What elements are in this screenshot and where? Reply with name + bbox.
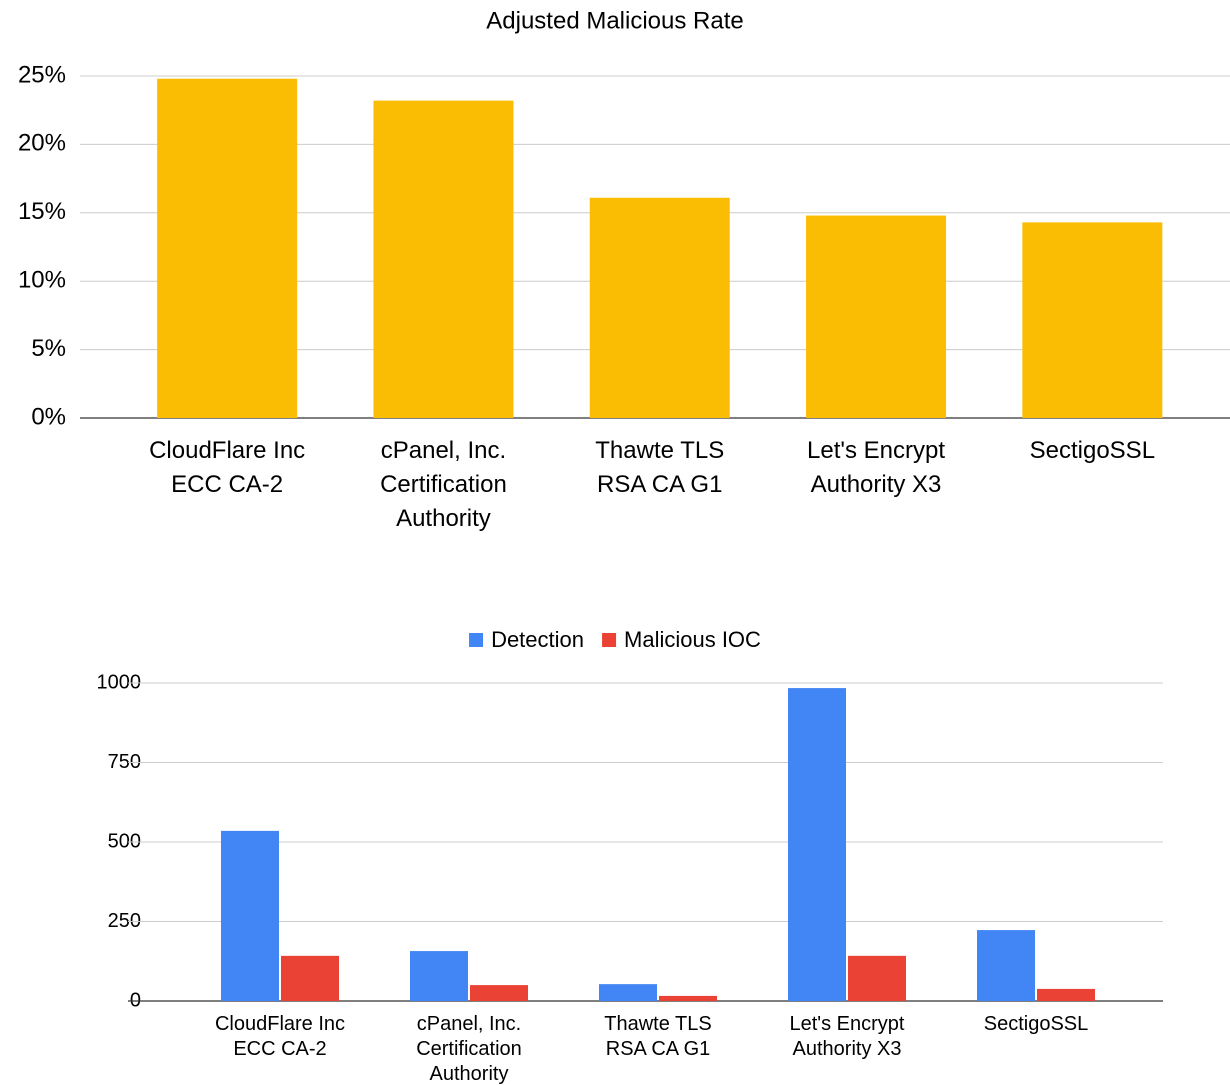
chart-title: Adjusted Malicious Rate (486, 7, 743, 34)
bar (373, 100, 514, 419)
bar (599, 984, 657, 1001)
y-tick-label: 5% (31, 335, 66, 362)
bar (410, 951, 468, 1001)
bar (470, 985, 528, 1001)
legend-item: Detection (469, 627, 584, 653)
bar (589, 197, 730, 418)
x-tick-label: SectigoSSL (983, 1013, 1089, 1035)
bar (806, 215, 947, 418)
x-tick-label: Thawte TLS RSA CA G1 (595, 437, 725, 498)
legend-swatch (469, 633, 484, 647)
x-tick-label: Thawte TLS RSA CA G1 (604, 1013, 712, 1060)
x-tick-label: Let's Encrypt Authority X3 (789, 1013, 905, 1060)
legend-label: Malicious IOC (624, 627, 761, 652)
legend-item: Malicious IOC (602, 627, 761, 653)
y-tick-label: 0% (31, 403, 66, 430)
x-tick-label: CloudFlare Inc ECC CA-2 (214, 1013, 346, 1060)
y-tick-label: 10% (18, 267, 66, 294)
legend: Detection Malicious IOC (469, 627, 761, 653)
bar (977, 930, 1035, 1001)
bar (788, 688, 846, 1001)
y-tick-label: 750 (108, 751, 141, 773)
x-tick-label: SectigoSSL (1029, 437, 1156, 464)
legend-swatch (602, 633, 617, 647)
bar (848, 955, 906, 1001)
bar (1037, 988, 1095, 1001)
bar (281, 955, 339, 1001)
y-tick-label: 15% (18, 198, 66, 225)
legend-label: Detection (491, 627, 585, 652)
bar (659, 995, 717, 1001)
y-tick-label: 20% (18, 130, 66, 157)
x-tick-label: Let's Encrypt Authority X3 (807, 437, 946, 498)
y-tick-label: 1000 (97, 671, 142, 693)
y-tick-label: 0 (130, 989, 141, 1011)
x-tick-label: cPanel, Inc. Certification Authority (416, 1013, 522, 1085)
y-tick-label: 500 (108, 830, 141, 852)
x-tick-label: cPanel, Inc. Certification Authority (380, 437, 507, 532)
y-tick-label: 25% (18, 61, 66, 88)
bar (221, 830, 279, 1001)
x-tick-label: CloudFlare Inc ECC CA-2 (149, 437, 306, 498)
y-tick-label: 250 (108, 910, 141, 932)
bar (1022, 222, 1163, 418)
bar (157, 78, 298, 419)
